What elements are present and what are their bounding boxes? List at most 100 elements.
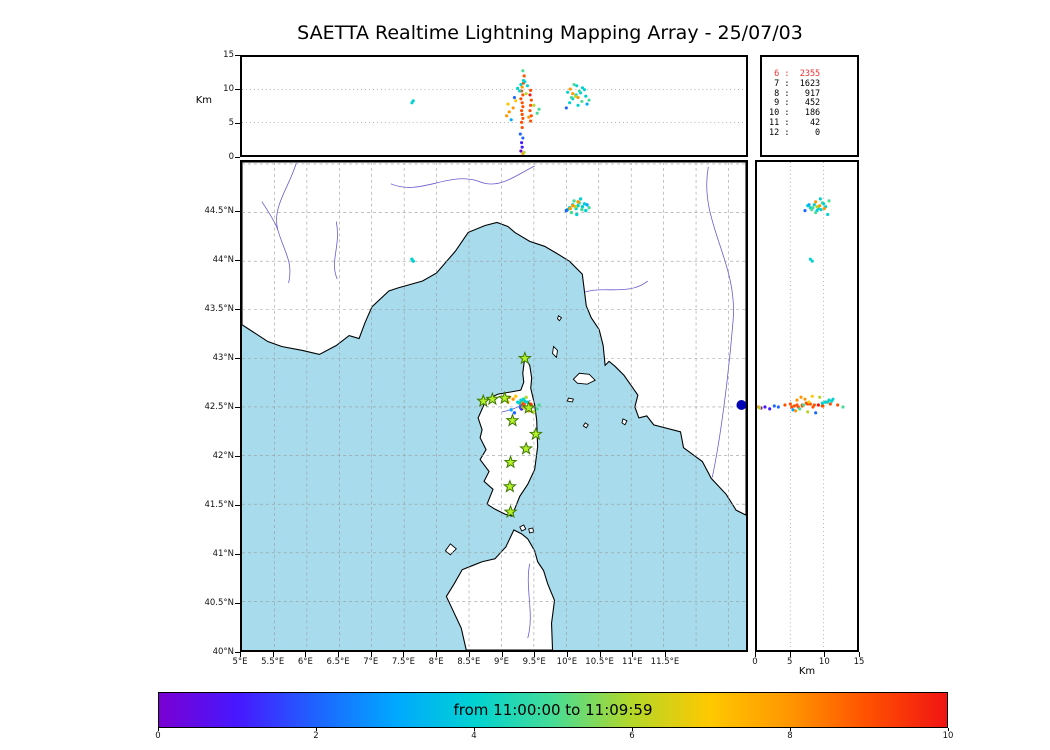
lightning-point xyxy=(521,397,526,401)
lightning-point xyxy=(519,82,523,87)
lightning-point xyxy=(521,93,525,97)
lightning-point xyxy=(818,395,822,399)
tick-mark xyxy=(948,728,949,731)
altitude-tick-label: 15 xyxy=(223,50,234,60)
station-star xyxy=(528,426,543,441)
lightning-point xyxy=(569,96,574,100)
longitude-tick-label: 10.5°E xyxy=(585,657,614,667)
lightning-point xyxy=(831,397,835,401)
island xyxy=(572,372,596,385)
lightning-point xyxy=(772,404,776,408)
station-count-histogram-panel: 6 : 2355 7 : 1623 8 : 917 9 : 452 10 : 18… xyxy=(760,55,859,157)
river xyxy=(585,280,649,293)
lightning-point xyxy=(807,400,811,404)
longitude-tick-label: 6.5°E xyxy=(326,657,350,667)
station-count-row: 6 : 2355 xyxy=(769,69,821,79)
colorbar-tick-label: 4 xyxy=(471,731,477,741)
tick-mark xyxy=(474,728,475,731)
tick-mark xyxy=(235,210,240,212)
lightning-point xyxy=(521,105,525,109)
station-star xyxy=(503,504,518,518)
lightning-point xyxy=(520,85,524,89)
lightning-point xyxy=(821,404,825,408)
lightning-point xyxy=(532,410,536,414)
station-count-row: 8 : 917 xyxy=(769,88,821,99)
lightning-point xyxy=(528,109,532,113)
lightning-point xyxy=(505,114,509,118)
tick-mark xyxy=(755,652,756,657)
lightning-point xyxy=(575,84,579,88)
lightning-point xyxy=(411,99,415,103)
lightning-point xyxy=(528,93,532,97)
lightning-point xyxy=(578,197,583,201)
colorbar-tick-label: 6 xyxy=(629,731,635,741)
station-count-row: 7 : 1623 xyxy=(769,78,821,89)
tick-mark xyxy=(534,652,536,657)
altitude-tick-label: 0 xyxy=(228,152,234,162)
colorbar-tick-label: 0 xyxy=(155,731,161,741)
lightning-point xyxy=(828,402,832,406)
tick-mark xyxy=(235,308,240,310)
latitude-tick-label: 42°N xyxy=(212,450,234,461)
lightning-point xyxy=(810,394,814,398)
altitude-axis-label-right: Km xyxy=(798,666,816,677)
tick-mark xyxy=(158,728,159,731)
altitude-tick-label: 10 xyxy=(223,84,234,94)
tick-mark xyxy=(235,504,240,506)
lightning-point xyxy=(518,405,522,409)
map-panel xyxy=(240,160,748,652)
lightning-point xyxy=(576,204,580,208)
lightning-point xyxy=(525,84,530,88)
tick-mark xyxy=(235,652,240,653)
lightning-point xyxy=(507,110,511,114)
lightning-point xyxy=(788,402,792,406)
colorbar-time-range-label: from 11:00:00 to 11:09:59 xyxy=(453,701,653,719)
lightning-point xyxy=(795,403,799,407)
lightning-point xyxy=(810,259,814,263)
island xyxy=(566,397,574,403)
lightning-point xyxy=(826,212,830,217)
altitude-axis-label-top: Km xyxy=(195,95,212,106)
longitude-tick-label: 7.5°E xyxy=(391,657,416,667)
island xyxy=(528,527,535,534)
longitude-tick-label: 9°E xyxy=(494,657,510,667)
colorbar-tick-label: 10 xyxy=(942,731,954,741)
lightning-point xyxy=(517,401,522,405)
lightning-point xyxy=(529,103,533,107)
lightning-point xyxy=(511,106,515,110)
lightning-point xyxy=(819,208,823,212)
lightning-point xyxy=(564,106,568,110)
lightning-point xyxy=(579,91,583,95)
lightning-point xyxy=(518,132,522,136)
lightning-point xyxy=(802,403,806,407)
lightning-point xyxy=(516,86,520,90)
lightning-point xyxy=(575,212,579,217)
station-star xyxy=(505,413,520,427)
lightning-point xyxy=(823,400,827,404)
station-star xyxy=(485,391,500,406)
lightning-point xyxy=(585,102,589,106)
station-star xyxy=(502,479,517,493)
island xyxy=(552,345,558,359)
lightning-point xyxy=(580,205,585,209)
longitude-tick-label: 8°E xyxy=(428,657,444,667)
tick-mark xyxy=(789,652,791,657)
lightning-point xyxy=(519,120,524,124)
lightning-point xyxy=(818,197,822,201)
tick-mark xyxy=(235,55,240,56)
altitude-vs-latitude-plot xyxy=(757,162,845,650)
island xyxy=(444,543,457,556)
station-star xyxy=(517,350,532,365)
station-count-row: 12 : 0 xyxy=(769,127,821,138)
tick-mark xyxy=(235,357,240,359)
lightning-point xyxy=(836,403,840,407)
lightning-point xyxy=(576,200,580,204)
time-colorbar: from 11:00:00 to 11:09:59 xyxy=(158,692,948,728)
lightning-point xyxy=(580,86,585,90)
lightning-point xyxy=(521,116,525,120)
longitude-tick-label: 7°E xyxy=(363,657,379,667)
tick-mark xyxy=(436,652,438,657)
plan-view-map xyxy=(242,162,746,650)
lightning-point xyxy=(411,259,415,263)
